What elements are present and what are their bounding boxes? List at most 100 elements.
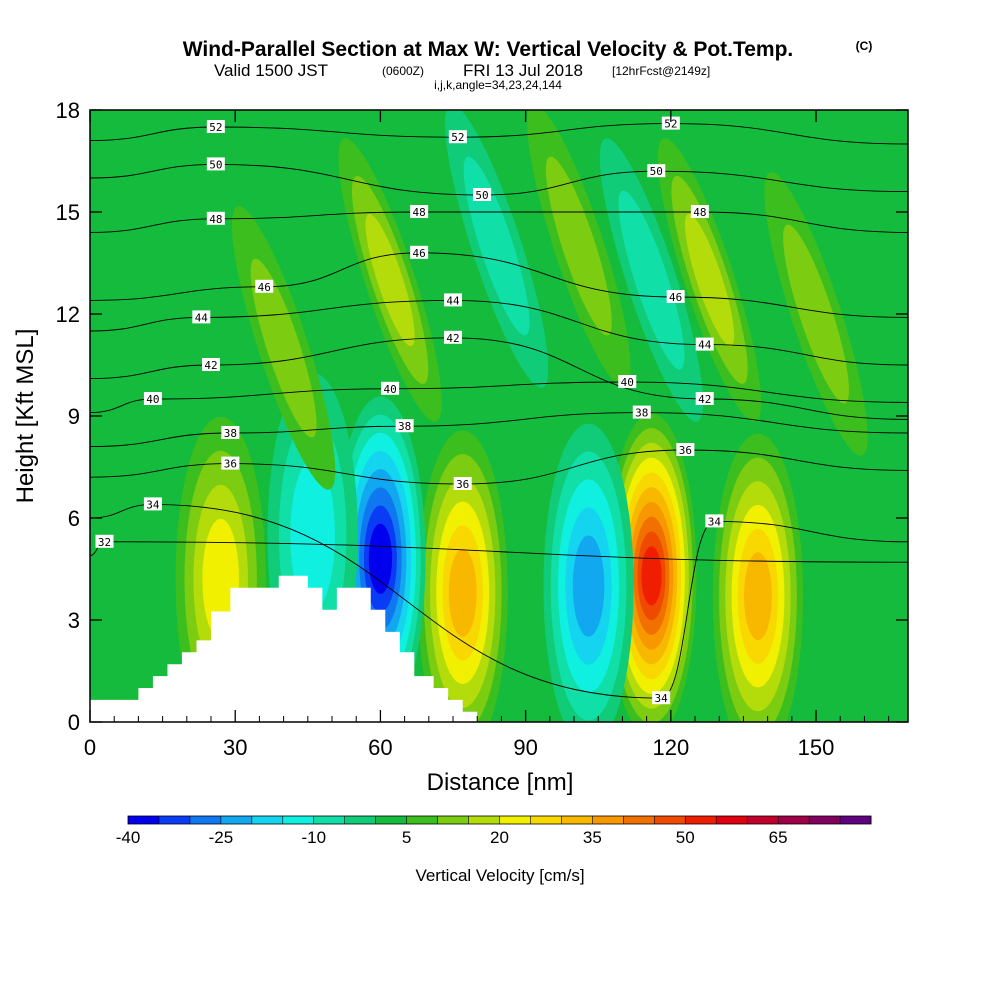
theta-label-bg	[661, 116, 680, 130]
colorbar-swatch	[561, 816, 593, 824]
theta-label: 50	[209, 158, 222, 171]
colorbar-swatch	[685, 816, 717, 824]
colorbar-swatch	[189, 816, 222, 824]
theta-label-bg	[444, 330, 463, 344]
theta-label-bg	[95, 534, 114, 548]
colorbar-title: Vertical Velocity [cm/s]	[415, 866, 584, 885]
theta-contour-34	[90, 503, 908, 699]
valid-utc: (0600Z)	[382, 64, 424, 78]
colorbar-swatch	[747, 816, 779, 824]
colorbar-tick-label: 50	[676, 828, 695, 847]
grid-indices: i,j,k,angle=34,23,24,144	[434, 78, 562, 92]
theta-label-bg	[395, 419, 414, 433]
theta-contour-36	[90, 449, 908, 485]
y-tick-label: 3	[68, 608, 80, 633]
theta-label-bg	[143, 497, 162, 511]
theta-label: 40	[383, 383, 396, 396]
theta-label-bg	[221, 426, 240, 439]
x-tick-label: 120	[652, 735, 689, 760]
w-contour	[572, 535, 605, 637]
colorbar-swatch	[437, 816, 470, 824]
theta-label: 42	[698, 393, 711, 406]
w-band	[365, 213, 415, 347]
forecast-info: [12hrFcst@2149z]	[612, 64, 710, 78]
theta-label-bg	[448, 130, 467, 144]
w-contour	[202, 518, 239, 640]
theta-label-bg	[652, 691, 671, 705]
w-cell-updraft	[712, 433, 804, 722]
theta-label-bg	[143, 392, 162, 405]
theta-contour-38	[90, 412, 908, 448]
w-band	[545, 156, 612, 336]
chart-title: Wind-Parallel Section at Max W: Vertical…	[183, 38, 794, 61]
colorbar-swatch	[840, 816, 872, 824]
x-tick-label: 90	[513, 735, 537, 760]
colorbar-swatch	[344, 816, 377, 824]
colorbar-tick-label: -40	[116, 828, 141, 847]
theta-contour-labels: 52 50 48 46 44 42 40 38 36 34 32 52 50 48 46 44 42 40 38 36…	[95, 116, 724, 705]
colorbar-swatch	[499, 816, 531, 824]
y-tick-label: 9	[68, 404, 80, 429]
velocity-field	[175, 110, 868, 722]
colorbar-swatch	[530, 816, 562, 824]
colorbar-swatch	[406, 816, 439, 824]
theta-contour-44	[90, 299, 908, 366]
theta-label: 42	[204, 359, 217, 372]
y-axis-title: Height [Kft MSL]	[12, 329, 39, 504]
theta-label-bg	[676, 443, 695, 456]
theta-label-bg	[695, 337, 714, 351]
theta-label: 46	[413, 247, 426, 260]
theta-label-bg	[473, 188, 492, 201]
x-tick-label: 150	[798, 735, 835, 760]
w-band	[463, 156, 530, 336]
w-contour	[743, 552, 772, 641]
colorbar-swatch	[375, 816, 408, 824]
theta-label: 52	[209, 121, 222, 134]
theta-label-bg	[381, 381, 400, 395]
theta-label: 34	[708, 515, 722, 528]
colorbar-swatch	[313, 816, 346, 824]
colorbar-tick-label: 35	[583, 828, 602, 847]
valid-date: FRI 13 Jul 2018	[463, 61, 583, 80]
theta-label-bg	[632, 405, 651, 419]
theta-label: 50	[650, 165, 663, 178]
theta-label: 42	[446, 332, 459, 345]
theta-label: 50	[475, 189, 488, 202]
y-tick-label: 15	[56, 200, 80, 225]
theta-label: 48	[693, 206, 706, 219]
theta-label: 40	[621, 376, 634, 389]
theta-label-bg	[647, 164, 666, 178]
w-contour	[448, 548, 477, 637]
theta-label-bg	[410, 205, 429, 218]
colorbar-swatch	[809, 816, 841, 824]
colorbar-swatch	[623, 816, 655, 824]
theta-label-bg	[202, 358, 221, 371]
colorbar-swatch	[592, 816, 624, 824]
theta-label: 46	[258, 281, 271, 294]
colorbar-tick-label: -25	[209, 828, 234, 847]
colorbar-tick-label: 65	[769, 828, 788, 847]
terrain-mask	[90, 575, 478, 722]
colorbar-tick-label: -10	[301, 828, 326, 847]
theta-contour-42	[90, 337, 908, 420]
w-cell-downdraft	[543, 423, 634, 722]
theta-label: 52	[451, 131, 464, 144]
w-contour	[641, 546, 662, 606]
w-contour	[368, 523, 393, 594]
theta-label-bg	[206, 157, 225, 171]
theta-label: 44	[195, 311, 209, 324]
colorbar-swatch	[654, 816, 686, 824]
colorbar-swatch	[778, 816, 810, 824]
theta-label-bg	[690, 205, 709, 218]
theta-label: 44	[446, 294, 460, 307]
theta-label: 34	[146, 498, 160, 511]
colorbar-swatch	[128, 816, 160, 824]
w-cell-updraft	[417, 430, 508, 722]
colorbar-swatch	[251, 816, 284, 824]
w-band	[618, 190, 685, 370]
plot-area: 52 50 48 46 44 42 40 38 36 34 32 52 50 48 46 44 42 40 38 36…	[89, 109, 909, 723]
x-tick-label: 60	[368, 735, 392, 760]
theta-label-bg	[255, 279, 274, 293]
colorbar-swatch	[158, 816, 191, 824]
